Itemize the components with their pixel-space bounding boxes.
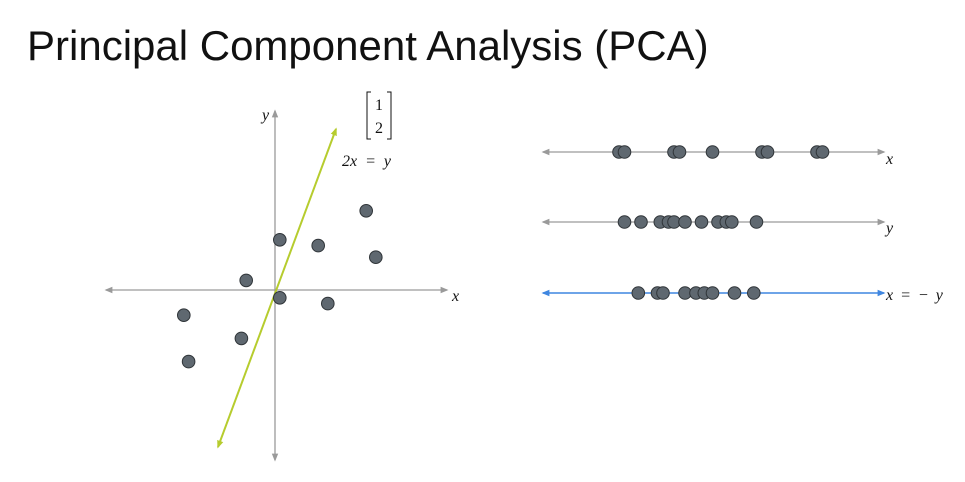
data-point: [181, 354, 196, 369]
scatter-y-axis-label: y: [260, 107, 270, 124]
projection-points-y: [617, 215, 764, 229]
projected-point: [678, 215, 692, 229]
projected-point: [705, 286, 720, 300]
projected-point: [727, 286, 742, 300]
projected-point: [694, 215, 709, 229]
projection-label-x-minus-y: x = − y: [885, 287, 944, 304]
data-point: [177, 308, 191, 323]
projected-point: [631, 286, 646, 300]
direction-vector: 1 2: [366, 91, 392, 140]
projected-point: [725, 215, 739, 229]
projected-point: [617, 215, 632, 229]
vector-left-bracket: [366, 91, 371, 140]
projection-label-x: x: [885, 151, 893, 168]
vector-right-bracket: [387, 91, 392, 140]
data-point: [369, 250, 383, 265]
vector-component-1: 1: [375, 97, 383, 114]
data-point: [273, 291, 287, 305]
data-point: [321, 296, 335, 311]
data-point: [359, 204, 374, 218]
data-point: [311, 238, 326, 253]
projected-point: [705, 145, 720, 159]
projected-point: [672, 145, 687, 159]
projected-point: [747, 286, 761, 300]
projection-row-x: x: [541, 145, 893, 168]
projection-row-y: y: [541, 215, 894, 237]
projection-points-x: [612, 145, 830, 159]
data-point: [234, 331, 249, 346]
projected-point: [815, 145, 830, 159]
scatter-x-axis-label: x: [451, 288, 459, 305]
projected-point: [656, 286, 670, 300]
projected-point: [749, 215, 764, 229]
data-point: [239, 273, 253, 288]
scatter-plot: x y 1 2 2x = y: [104, 91, 459, 462]
line-equation: 2x = y: [342, 153, 392, 170]
projection-label-y: y: [884, 220, 894, 237]
scatter-points: [177, 204, 383, 369]
slide-title: Principal Component Analysis (PCA): [27, 22, 709, 69]
projected-point: [760, 145, 775, 159]
data-point: [273, 233, 287, 247]
projection-rows: x y x = − y: [541, 145, 944, 304]
principal-direction-line: [217, 127, 337, 449]
projection-points-x-minus-y: [631, 286, 761, 300]
projected-point: [617, 145, 632, 159]
projection-row-x-minus-y: x = − y: [541, 286, 944, 304]
vector-component-2: 2: [375, 120, 383, 137]
projected-point: [634, 215, 648, 229]
